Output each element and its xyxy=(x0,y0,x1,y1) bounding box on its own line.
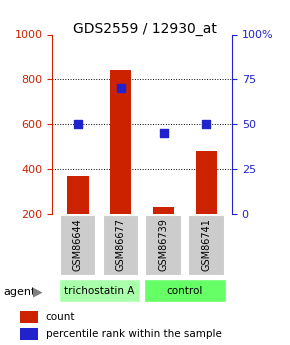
FancyBboxPatch shape xyxy=(102,215,139,276)
Text: agent: agent xyxy=(3,287,35,296)
FancyBboxPatch shape xyxy=(145,215,182,276)
Point xyxy=(76,121,80,127)
Bar xyxy=(196,151,217,214)
Text: GDS2559 / 12930_at: GDS2559 / 12930_at xyxy=(73,22,217,37)
Text: GSM86677: GSM86677 xyxy=(116,218,126,271)
FancyBboxPatch shape xyxy=(144,279,226,302)
Text: GSM86739: GSM86739 xyxy=(159,218,168,271)
Bar xyxy=(20,310,38,323)
Bar xyxy=(153,207,174,214)
Text: count: count xyxy=(46,312,75,322)
Bar xyxy=(20,328,38,340)
Text: GSM86741: GSM86741 xyxy=(201,218,211,271)
Text: GSM86644: GSM86644 xyxy=(73,218,83,271)
FancyBboxPatch shape xyxy=(59,279,140,302)
Point xyxy=(204,121,209,127)
Text: percentile rank within the sample: percentile rank within the sample xyxy=(46,329,222,339)
Point xyxy=(118,86,123,91)
Text: ▶: ▶ xyxy=(33,285,43,298)
Bar xyxy=(67,176,88,214)
Bar xyxy=(110,70,131,214)
Point xyxy=(161,130,166,136)
FancyBboxPatch shape xyxy=(188,215,224,276)
Text: trichostatin A: trichostatin A xyxy=(64,286,135,296)
Text: control: control xyxy=(167,286,203,296)
FancyBboxPatch shape xyxy=(60,215,96,276)
